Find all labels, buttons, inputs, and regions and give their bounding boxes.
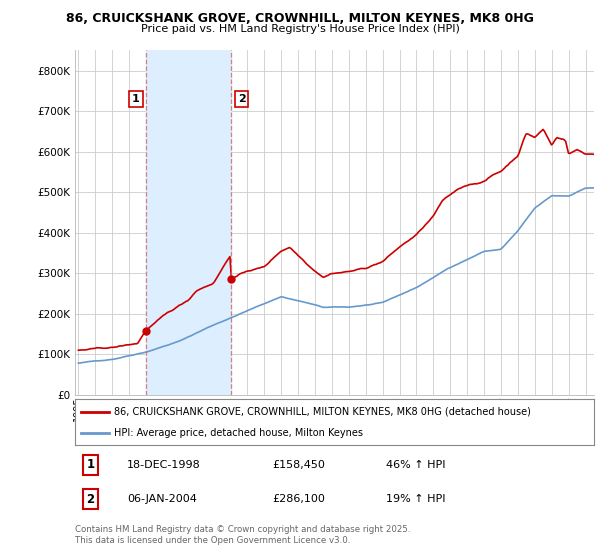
- Text: Price paid vs. HM Land Registry's House Price Index (HPI): Price paid vs. HM Land Registry's House …: [140, 24, 460, 34]
- Text: 1: 1: [132, 94, 140, 104]
- Text: 46% ↑ HPI: 46% ↑ HPI: [386, 460, 446, 470]
- Text: 1: 1: [86, 459, 95, 472]
- Text: 2: 2: [238, 94, 245, 104]
- Text: 06-JAN-2004: 06-JAN-2004: [127, 494, 197, 505]
- Text: Contains HM Land Registry data © Crown copyright and database right 2025.
This d: Contains HM Land Registry data © Crown c…: [75, 525, 410, 545]
- Bar: [146, 50, 232, 395]
- Text: 18-DEC-1998: 18-DEC-1998: [127, 460, 200, 470]
- Text: 86, CRUICKSHANK GROVE, CROWNHILL, MILTON KEYNES, MK8 0HG: 86, CRUICKSHANK GROVE, CROWNHILL, MILTON…: [66, 12, 534, 25]
- Text: 19% ↑ HPI: 19% ↑ HPI: [386, 494, 446, 505]
- Text: HPI: Average price, detached house, Milton Keynes: HPI: Average price, detached house, Milt…: [114, 428, 363, 438]
- Text: £158,450: £158,450: [272, 460, 325, 470]
- Text: 86, CRUICKSHANK GROVE, CROWNHILL, MILTON KEYNES, MK8 0HG (detached house): 86, CRUICKSHANK GROVE, CROWNHILL, MILTON…: [114, 407, 531, 417]
- Text: £286,100: £286,100: [272, 494, 325, 505]
- Text: 2: 2: [86, 493, 95, 506]
